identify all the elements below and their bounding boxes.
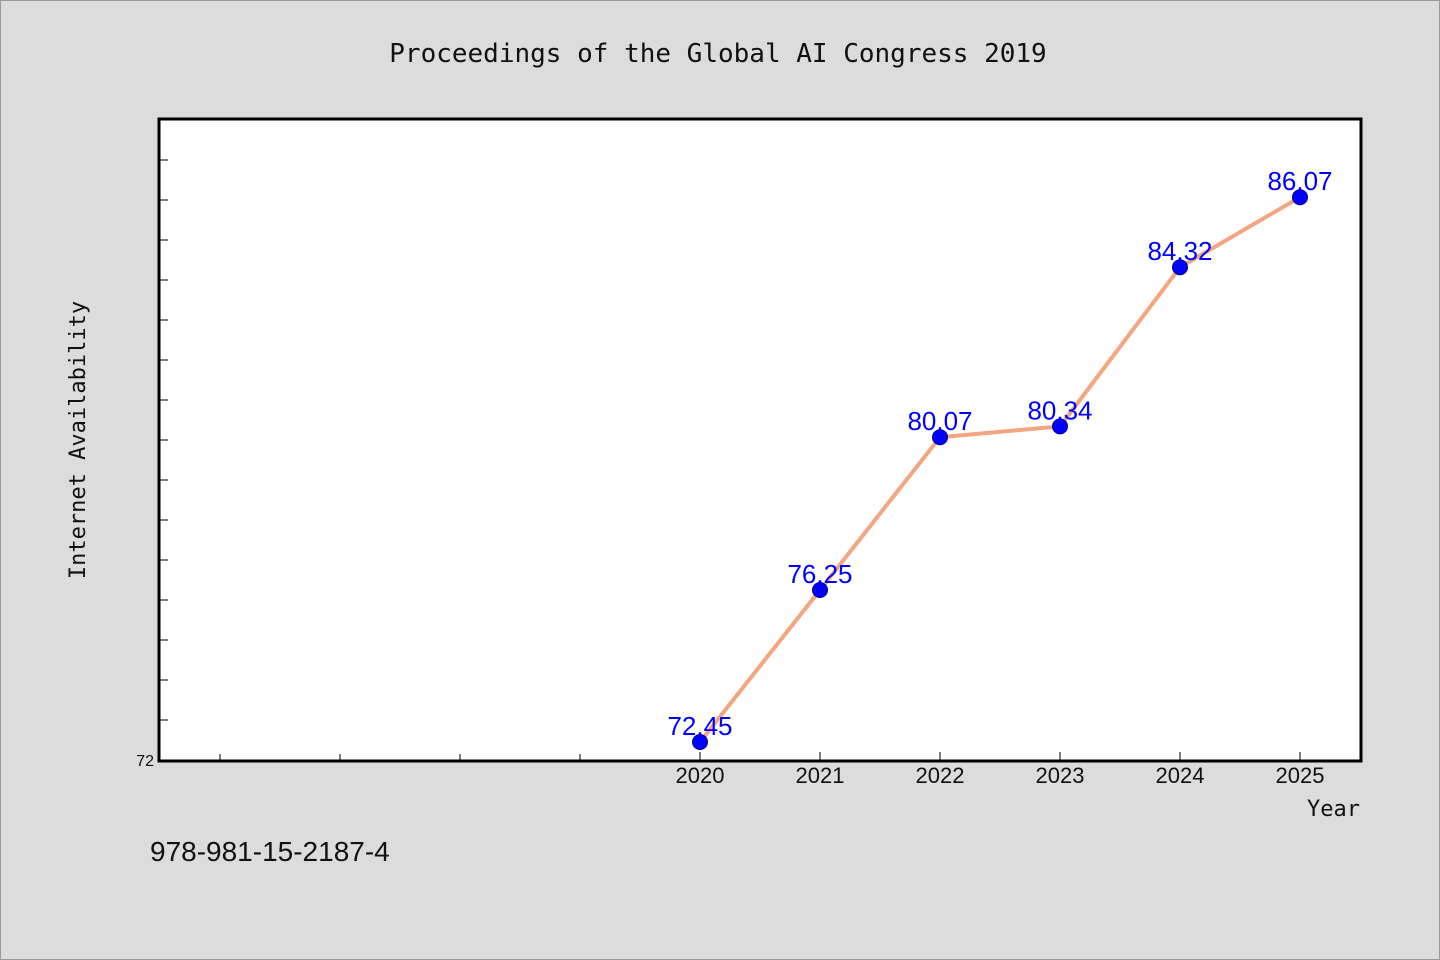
y-axis-label: Internet Availability bbox=[66, 301, 91, 579]
data-point bbox=[812, 582, 828, 598]
x-axis-label: Year bbox=[1307, 797, 1360, 822]
data-label: 72.45 bbox=[667, 711, 732, 741]
x-tick-label: 2025 bbox=[1276, 763, 1325, 788]
data-label: 80.07 bbox=[907, 406, 972, 436]
chart-title: Proceedings of the Global AI Congress 20… bbox=[389, 39, 1046, 69]
x-axis-ticks: 2020 2021 2022 2023 2024 2025 bbox=[219, 752, 1325, 788]
data-label: 76.25 bbox=[787, 559, 852, 589]
data-point bbox=[1292, 189, 1308, 206]
x-tick-label: 2020 bbox=[676, 763, 725, 788]
x-tick-label: 2023 bbox=[1036, 763, 1085, 788]
y-tick-label: 72 bbox=[136, 753, 154, 770]
data-label: 86.07 bbox=[1267, 166, 1332, 196]
data-point bbox=[932, 429, 948, 446]
data-label: 84.32 bbox=[1147, 236, 1212, 266]
data-point bbox=[692, 734, 708, 750]
data-point bbox=[1172, 259, 1188, 276]
x-tick-label: 2024 bbox=[1156, 763, 1205, 788]
x-tick-label: 2022 bbox=[916, 763, 965, 788]
y-axis-ticks: 72 bbox=[136, 119, 168, 770]
series-line bbox=[698, 195, 1302, 744]
plot-area bbox=[157, 117, 1363, 763]
series-layer: 72.45 76.25 80.07 80.34 84.32 86.07 bbox=[667, 166, 1333, 750]
isbn-text: 978-981-15-2187-4 bbox=[150, 836, 390, 867]
data-point bbox=[1052, 418, 1068, 435]
x-tick-label: 2021 bbox=[796, 763, 845, 788]
data-label: 80.34 bbox=[1027, 395, 1092, 425]
